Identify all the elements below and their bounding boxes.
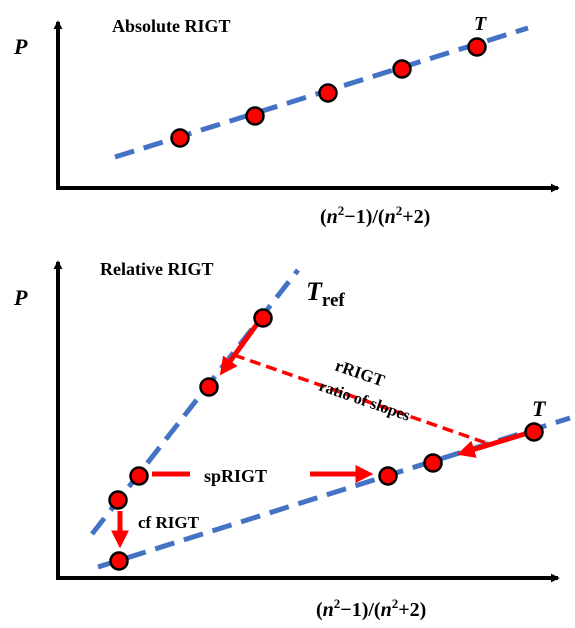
top-data-point [318,83,338,103]
reference-line-label: Tref [306,277,345,311]
bottom-y-axis-label: P [13,285,28,310]
top-panel: Absolute RIGT P T (n2−1)/(n2+2) [13,13,560,228]
bottom-x-axis-label: (n2−1)/(n2+2) [316,596,426,621]
top-data-point [170,128,190,148]
ref-shift-arrow [219,318,263,376]
sample-data-point [524,422,544,442]
cfrigt-label: cf RIGT [138,513,200,532]
reference-data-point [129,466,149,486]
sample-data-point [378,466,398,486]
top-panel-title: Absolute RIGT [112,16,231,36]
top-data-point [392,59,412,79]
bottom-panel: Relative RIGT P Tref T rRIGT ratio of sl… [13,259,571,621]
reference-data-point [253,308,273,328]
top-data-point [467,37,487,57]
rrigt-sublabel: ratio of slopes [317,378,412,425]
sample-line-label: T [532,396,547,421]
sample-data-point [109,551,129,571]
ratio-of-slopes-line [233,353,493,447]
reference-data-point [108,490,128,510]
sample-shift-arrow [456,430,529,458]
bottom-panel-title: Relative RIGT [100,259,213,279]
sample-fit-line [97,415,571,570]
top-y-axis-label: P [13,34,28,59]
reference-data-point [199,377,219,397]
sample-data-point [423,453,443,473]
top-data-point [245,106,265,126]
sprigt-label: spRIGT [204,466,267,486]
top-line-label: T [474,13,487,35]
top-x-axis-label: (n2−1)/(n2+2) [320,203,430,228]
